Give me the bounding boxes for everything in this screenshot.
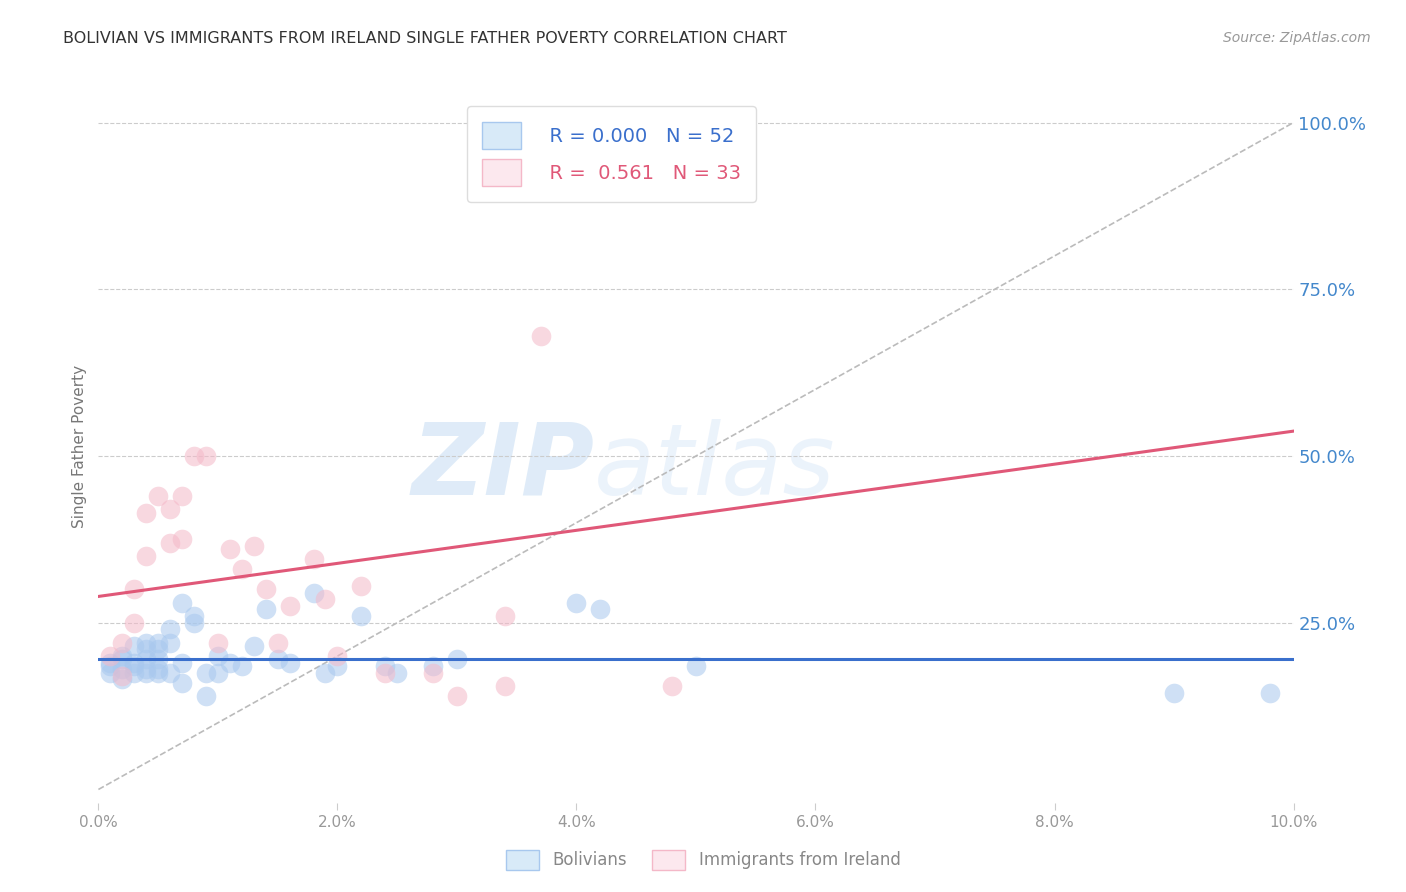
Point — [195, 449, 218, 463]
Point — [254, 602, 277, 616]
Point — [124, 582, 146, 597]
Point — [172, 596, 194, 610]
Point — [135, 665, 157, 680]
Point — [111, 636, 134, 650]
Point — [135, 642, 157, 657]
Point — [661, 679, 683, 693]
Point — [267, 636, 290, 650]
Point — [148, 489, 170, 503]
Point — [219, 542, 242, 557]
Point — [172, 675, 194, 690]
Point — [159, 665, 181, 680]
Point — [159, 535, 181, 549]
Point — [183, 615, 205, 630]
Point — [195, 665, 218, 680]
Point — [148, 665, 170, 680]
Point — [195, 689, 218, 703]
Point — [207, 649, 229, 664]
Point — [111, 652, 134, 666]
Y-axis label: Single Father Poverty: Single Father Poverty — [72, 365, 87, 527]
Point — [148, 636, 170, 650]
Point — [172, 533, 194, 547]
Point — [494, 609, 516, 624]
Point — [98, 665, 122, 680]
Point — [159, 623, 181, 637]
Legend:   R = 0.000   N = 52,   R =  0.561   N = 33: R = 0.000 N = 52, R = 0.561 N = 33 — [467, 106, 756, 202]
Point — [374, 665, 396, 680]
Point — [565, 596, 588, 610]
Point — [530, 329, 553, 343]
Point — [135, 506, 157, 520]
Point — [374, 659, 396, 673]
Point — [148, 642, 170, 657]
Point — [254, 582, 277, 597]
Point — [243, 639, 266, 653]
Point — [326, 649, 349, 664]
Point — [350, 579, 373, 593]
Point — [243, 539, 266, 553]
Point — [124, 615, 146, 630]
Point — [231, 659, 253, 673]
Point — [207, 665, 229, 680]
Point — [315, 592, 337, 607]
Point — [278, 599, 301, 613]
Point — [124, 639, 146, 653]
Point — [159, 502, 181, 516]
Point — [148, 652, 170, 666]
Text: atlas: atlas — [595, 419, 837, 516]
Point — [589, 602, 612, 616]
Point — [183, 449, 205, 463]
Point — [135, 662, 157, 676]
Point — [446, 689, 468, 703]
Point — [494, 679, 516, 693]
Point — [302, 585, 325, 599]
Point — [148, 662, 170, 676]
Point — [111, 662, 134, 676]
Point — [111, 673, 134, 687]
Point — [1258, 686, 1281, 700]
Point — [219, 656, 242, 670]
Text: BOLIVIAN VS IMMIGRANTS FROM IRELAND SINGLE FATHER POVERTY CORRELATION CHART: BOLIVIAN VS IMMIGRANTS FROM IRELAND SING… — [63, 31, 787, 46]
Point — [124, 659, 146, 673]
Point — [111, 649, 134, 664]
Point — [231, 562, 253, 576]
Point — [135, 636, 157, 650]
Point — [278, 656, 301, 670]
Point — [422, 665, 444, 680]
Point — [98, 656, 122, 670]
Text: Source: ZipAtlas.com: Source: ZipAtlas.com — [1223, 31, 1371, 45]
Point — [135, 549, 157, 563]
Point — [385, 665, 409, 680]
Point — [124, 656, 146, 670]
Text: ZIP: ZIP — [412, 419, 595, 516]
Point — [326, 659, 349, 673]
Point — [422, 659, 444, 673]
Point — [685, 659, 707, 673]
Point — [733, 142, 755, 156]
Point — [446, 652, 468, 666]
Point — [350, 609, 373, 624]
Point — [111, 669, 134, 683]
Point — [172, 656, 194, 670]
Point — [135, 652, 157, 666]
Point — [159, 636, 181, 650]
Point — [302, 552, 325, 566]
Point — [1163, 686, 1185, 700]
Point — [207, 636, 229, 650]
Point — [124, 665, 146, 680]
Point — [315, 665, 337, 680]
Point — [98, 649, 122, 664]
Point — [98, 659, 122, 673]
Point — [183, 609, 205, 624]
Point — [267, 652, 290, 666]
Point — [172, 489, 194, 503]
Legend: Bolivians, Immigrants from Ireland: Bolivians, Immigrants from Ireland — [499, 843, 907, 877]
